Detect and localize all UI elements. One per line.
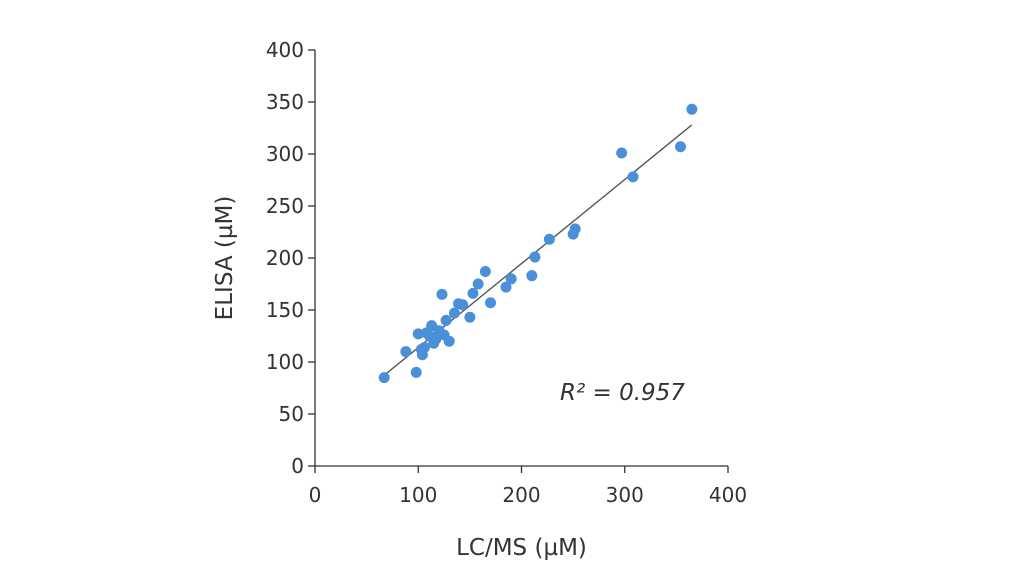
- data-point: [627, 171, 639, 183]
- y-axis-title: ELISA (µM): [212, 196, 238, 321]
- y-tick-label: 350: [266, 90, 304, 114]
- r-squared-annotation: R² = 0.957: [560, 380, 685, 406]
- data-points: [378, 103, 698, 384]
- data-point: [467, 287, 479, 299]
- data-point: [464, 311, 476, 323]
- y-tick-label: 300: [266, 142, 304, 166]
- y-tick-label: 150: [266, 298, 304, 322]
- data-point: [485, 297, 497, 309]
- y-tick-label: 0: [291, 454, 304, 478]
- y-tick-label: 250: [266, 194, 304, 218]
- data-point: [675, 141, 687, 153]
- data-point: [412, 328, 424, 340]
- x-tick-label: 200: [502, 483, 540, 507]
- x-axis-title: LC/MS (µM): [456, 535, 587, 561]
- data-point: [472, 278, 484, 290]
- x-tick-label: 300: [606, 483, 644, 507]
- data-point: [616, 147, 628, 159]
- data-point: [418, 341, 430, 353]
- data-point: [378, 372, 390, 384]
- data-point: [400, 346, 412, 358]
- data-point: [410, 366, 422, 378]
- data-point: [569, 223, 581, 235]
- data-point: [526, 270, 538, 282]
- x-tick-label: 400: [709, 483, 747, 507]
- data-point: [479, 266, 491, 278]
- y-tick-label: 200: [266, 246, 304, 270]
- data-point: [457, 299, 469, 311]
- data-point: [543, 233, 555, 245]
- data-point: [448, 307, 460, 319]
- x-tick-label: 100: [399, 483, 437, 507]
- data-point: [686, 103, 698, 115]
- y-tick-label: 100: [266, 350, 304, 374]
- y-tick-label: 400: [266, 38, 304, 62]
- data-point: [529, 251, 541, 263]
- data-point: [443, 335, 455, 347]
- x-tick-label: 0: [309, 483, 322, 507]
- y-tick-label: 50: [279, 402, 304, 426]
- ticks: 0 50 100 150 200 250 300 350 400 0 100 200 300 400: [266, 38, 747, 507]
- data-point: [430, 333, 442, 345]
- data-point: [436, 288, 448, 300]
- data-point: [440, 314, 452, 326]
- data-point: [505, 273, 517, 285]
- data-point: [500, 281, 512, 293]
